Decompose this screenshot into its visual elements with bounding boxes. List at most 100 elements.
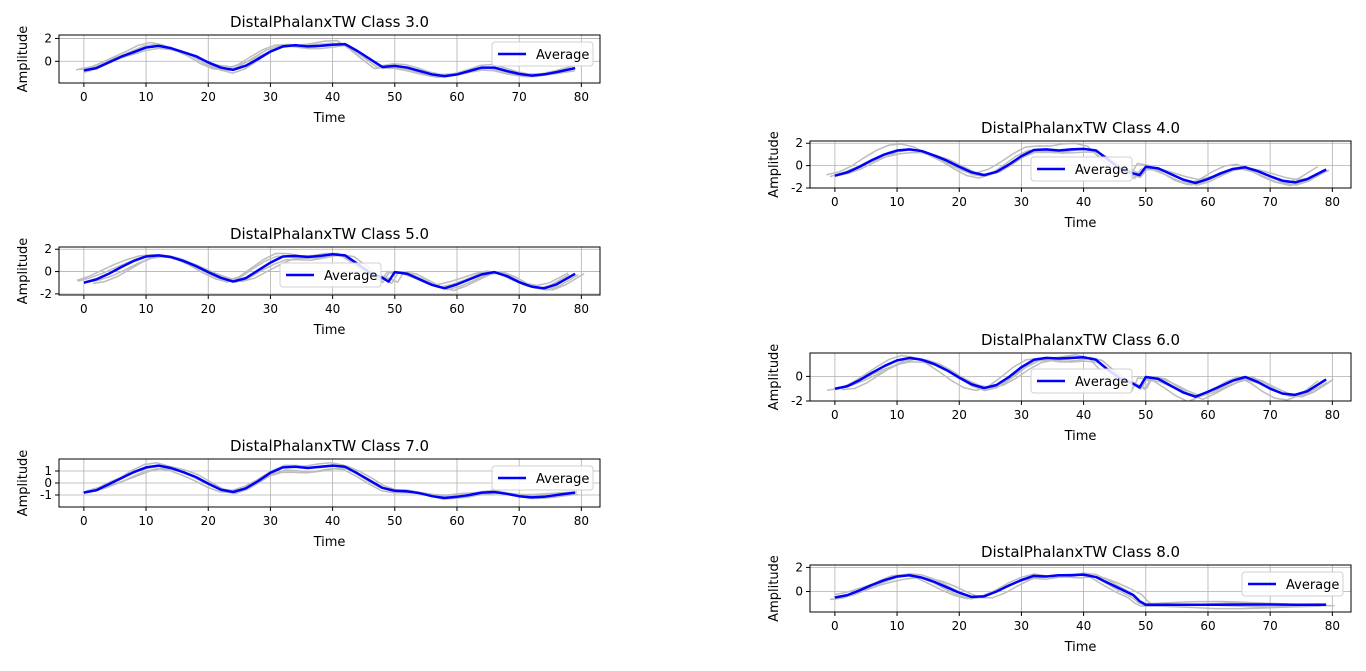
y-axis-label: Amplitude xyxy=(767,344,782,411)
y-tick-label: -2 xyxy=(40,287,52,301)
y-tick-label: 0 xyxy=(795,159,803,173)
x-tick-label: 30 xyxy=(1014,619,1029,633)
plot-area xyxy=(826,142,1330,187)
plot-area xyxy=(826,354,1334,401)
x-tick-label: 40 xyxy=(1076,408,1091,422)
average-series-line xyxy=(83,42,576,78)
x-tick-label: 60 xyxy=(449,514,464,528)
x-tick-label: 70 xyxy=(512,514,527,528)
x-tick-label: 80 xyxy=(1325,195,1340,209)
x-tick-label: 20 xyxy=(201,514,216,528)
x-tick-label: 30 xyxy=(263,514,278,528)
legend: Average xyxy=(1030,156,1133,182)
plot-area xyxy=(829,572,1335,610)
x-tick-label: 50 xyxy=(387,302,402,316)
legend: Average xyxy=(491,41,594,67)
y-tick-label: -2 xyxy=(791,394,803,408)
x-tick-label: 80 xyxy=(574,302,589,316)
y-axis-label: Amplitude xyxy=(16,238,31,305)
x-tick-label: 70 xyxy=(512,302,527,316)
y-tick-label: 2 xyxy=(44,31,52,45)
legend-label: Average xyxy=(324,269,377,284)
y-tick-label: 2 xyxy=(795,560,803,574)
plot-area xyxy=(76,252,585,292)
axes-frame xyxy=(809,564,1352,613)
x-tick-label: 0 xyxy=(831,408,839,422)
y-tick-label: 2 xyxy=(795,136,803,150)
y-tick-label: 1 xyxy=(44,464,52,478)
y-axis-label: Amplitude xyxy=(767,131,782,198)
x-tick-label: 40 xyxy=(1076,195,1091,209)
x-axis-label: Time xyxy=(313,323,346,338)
average-series-line xyxy=(834,356,1327,398)
sample-series-line xyxy=(826,142,1319,186)
legend-box xyxy=(1030,368,1133,394)
x-tick-label: 50 xyxy=(387,90,402,104)
legend: Average xyxy=(1030,368,1133,394)
x-tick-label: 80 xyxy=(1325,619,1340,633)
x-tick-label: 30 xyxy=(263,302,278,316)
axes-frame xyxy=(809,352,1352,402)
x-tick-label: 10 xyxy=(889,408,904,422)
chart-title: DistalPhalanxTW Class 4.0 xyxy=(981,119,1180,137)
axes-frame xyxy=(809,140,1352,189)
x-tick-label: 40 xyxy=(325,302,340,316)
legend-box xyxy=(1241,571,1344,597)
x-axis-label: Time xyxy=(313,111,346,126)
chart-title: DistalPhalanxTW Class 8.0 xyxy=(981,543,1180,561)
legend-label: Average xyxy=(1075,375,1128,390)
x-tick-label: 50 xyxy=(1138,619,1153,633)
x-tick-label: 40 xyxy=(325,514,340,528)
legend-label: Average xyxy=(1075,163,1128,178)
subplot-3: 0 10 20 30 40 50 60 70 80 -2 0 2 DistalPhalanxTW Cla… xyxy=(16,225,601,338)
chart-title: DistalPhalanxTW Class 3.0 xyxy=(230,13,429,31)
x-tick-label: 40 xyxy=(1076,619,1091,633)
x-tick-label: 20 xyxy=(952,408,967,422)
x-tick-label: 30 xyxy=(263,90,278,104)
legend-box xyxy=(491,41,594,67)
x-tick-label: 60 xyxy=(1200,619,1215,633)
plot-area xyxy=(75,39,576,78)
x-tick-label: 10 xyxy=(889,195,904,209)
y-tick-label: 0 xyxy=(795,585,803,599)
x-tick-label: 70 xyxy=(512,90,527,104)
chart-title: DistalPhalanxTW Class 6.0 xyxy=(981,331,1180,349)
legend: Average xyxy=(279,262,382,288)
legend-box xyxy=(279,262,382,288)
x-tick-label: 20 xyxy=(201,302,216,316)
subplot-4: 0 10 20 30 40 50 60 70 80 -2 0 DistalPhalanxTW Clas… xyxy=(767,331,1352,444)
x-tick-label: 20 xyxy=(201,90,216,104)
x-axis-label: Time xyxy=(1064,640,1097,655)
y-tick-label: -2 xyxy=(791,181,803,195)
x-tick-label: 70 xyxy=(1263,195,1278,209)
x-tick-label: 70 xyxy=(1263,408,1278,422)
legend-box xyxy=(491,465,594,491)
chart-title: DistalPhalanxTW Class 5.0 xyxy=(230,225,429,243)
x-axis-label: Time xyxy=(1064,429,1097,444)
x-tick-label: 60 xyxy=(449,302,464,316)
y-tick-label: -1 xyxy=(40,488,52,502)
y-axis-label: Amplitude xyxy=(16,26,31,93)
legend-box xyxy=(1030,156,1133,182)
x-tick-label: 60 xyxy=(1200,408,1215,422)
legend: Average xyxy=(491,465,594,491)
x-tick-label: 0 xyxy=(831,619,839,633)
x-tick-label: 20 xyxy=(952,619,967,633)
legend-label: Average xyxy=(536,472,589,487)
x-tick-label: 30 xyxy=(1014,195,1029,209)
x-tick-label: 40 xyxy=(325,90,340,104)
x-tick-label: 0 xyxy=(831,195,839,209)
x-tick-label: 10 xyxy=(138,90,153,104)
axes-frame xyxy=(58,34,601,84)
legend-label: Average xyxy=(1286,578,1339,593)
y-tick-label: 0 xyxy=(44,476,52,490)
x-tick-label: 0 xyxy=(80,90,88,104)
x-tick-label: 20 xyxy=(952,195,967,209)
x-tick-label: 60 xyxy=(1200,195,1215,209)
x-tick-label: 80 xyxy=(574,514,589,528)
chart-title: DistalPhalanxTW Class 7.0 xyxy=(230,437,429,455)
average-series-line xyxy=(83,464,576,500)
x-tick-label: 80 xyxy=(574,90,589,104)
x-tick-label: 50 xyxy=(387,514,402,528)
